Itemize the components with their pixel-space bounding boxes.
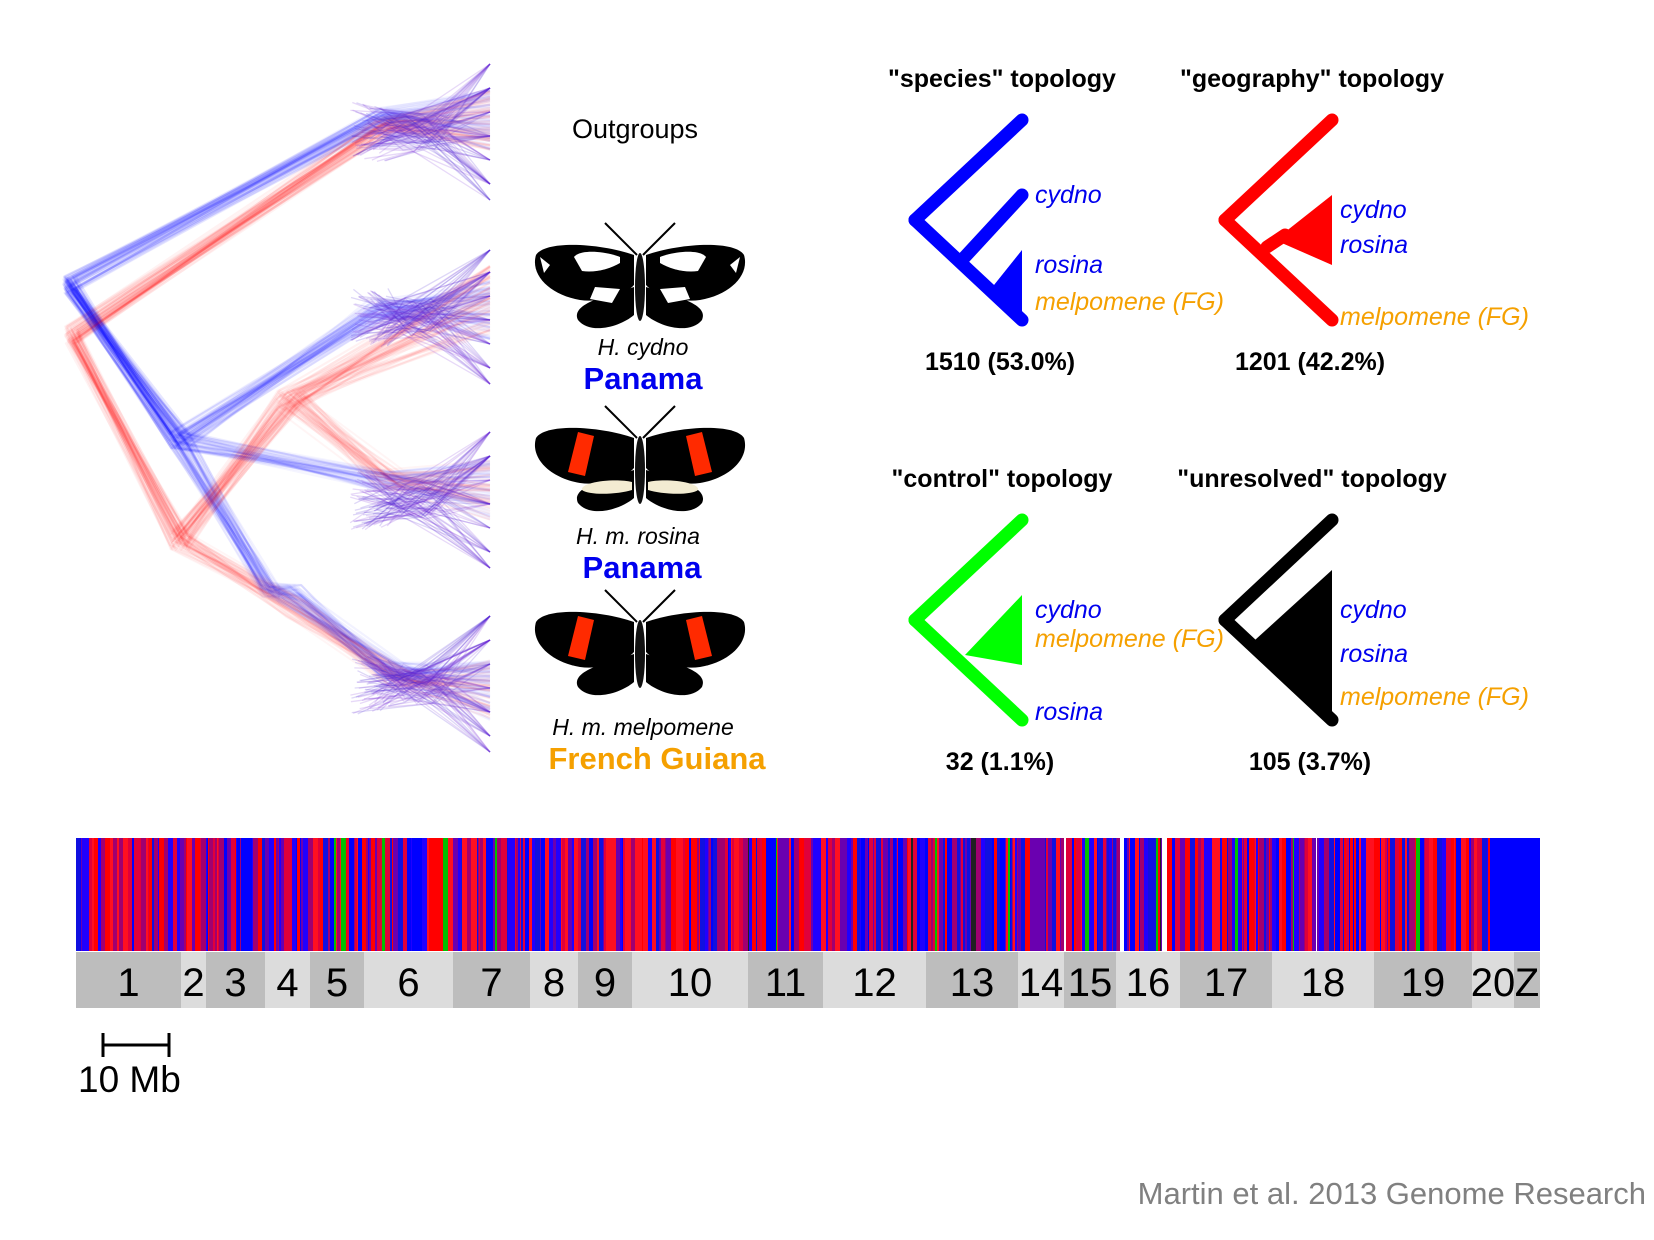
chromosome-label-7: 7 [480, 961, 502, 1005]
chromosome-label-11: 11 [765, 961, 807, 1005]
chromosome-label-14: 14 [1019, 961, 1064, 1005]
tip-label: rosina [1340, 231, 1408, 259]
chromosome-label-13: 13 [950, 961, 995, 1005]
butterfly-melpomene-icon [534, 589, 746, 696]
rosina-name: H. m. rosina [576, 523, 700, 549]
chromosome-label-4: 4 [276, 961, 298, 1005]
chromosome-label-Z: Z [1515, 961, 1539, 1005]
scale-bar: 10 Mb [78, 1033, 181, 1100]
chromosome-label-3: 3 [224, 961, 246, 1005]
tip-label: rosina [1035, 251, 1103, 279]
melpomene-location: French Guiana [548, 741, 766, 776]
tip-label: cydno [1340, 596, 1407, 624]
topology-title: "species" topology [888, 65, 1116, 93]
tip-label: rosina [1340, 640, 1408, 668]
chromosome-label-2: 2 [182, 961, 204, 1005]
topology-count: 1201 (42.2%) [1235, 348, 1385, 376]
topology-count: 1510 (53.0%) [925, 348, 1075, 376]
citation: Martin et al. 2013 Genome Research [1138, 1176, 1646, 1211]
chromosome-label-12: 12 [852, 961, 897, 1005]
topology-count: 32 (1.1%) [946, 748, 1054, 776]
chromosome-label-15: 15 [1068, 961, 1113, 1005]
topology-panels: "species" topology 1510 (53.0%) cydno rosin… [888, 65, 1529, 776]
cydno-name: H. cydno [598, 334, 689, 360]
chromosome-label-strip: 1 2 3 4 5 6 7 8 9 10 11 12 13 14 15 16 17 18 19 20 Z [76, 952, 1540, 1008]
topology-control: "control" topology 32 (1.1%) cydnomelpomen… [892, 465, 1224, 776]
chromosome-label-5: 5 [326, 961, 348, 1005]
scale-bar-label: 10 Mb [78, 1059, 181, 1100]
chromosome-topology-bar [76, 838, 1540, 951]
taxon-panel: Outgroups H. cydno Panama [534, 114, 766, 776]
tip-label: rosina [1035, 698, 1103, 726]
butterfly-rosina-icon [534, 405, 746, 512]
tip-label: cydno [1035, 596, 1102, 624]
chromosome-label-8: 8 [543, 961, 565, 1005]
tip-label: melpomene (FG) [1035, 625, 1224, 653]
chromosome-label-10: 10 [668, 961, 713, 1005]
tip-label: melpomene (FG) [1340, 683, 1529, 711]
rosina-location: Panama [583, 550, 703, 585]
topology-title: "unresolved" topology [1177, 465, 1447, 493]
topology-species: "species" topology 1510 (53.0%) cydno rosin… [888, 65, 1224, 376]
gene-tree-cloud [61, 63, 491, 753]
chromosome-label-9: 9 [594, 961, 616, 1005]
tip-label: melpomene (FG) [1340, 303, 1529, 331]
topology-title: "control" topology [892, 465, 1113, 493]
topology-title: "geography" topology [1180, 65, 1444, 93]
melpomene-name: H. m. melpomene [552, 714, 734, 740]
chromosome-label-17: 17 [1204, 961, 1249, 1005]
tip-label: melpomene (FG) [1035, 288, 1224, 316]
chromosome-label-16: 16 [1126, 961, 1171, 1005]
chromosome-label-6: 6 [397, 961, 419, 1005]
outgroups-label: Outgroups [572, 114, 698, 144]
chromosome-label-19: 19 [1401, 961, 1446, 1005]
butterfly-cydno-icon [534, 222, 746, 329]
topology-geography: "geography" topology 1201 (42.2%) cydno ros… [1180, 65, 1529, 376]
cydno-location: Panama [584, 361, 704, 396]
chromosome-label-20: 20 [1471, 961, 1516, 1005]
topology-unresolved: "unresolved" topology 105 (3.7%) cydno rosi… [1177, 465, 1529, 776]
chromosome-label-1: 1 [117, 961, 139, 1005]
topology-count: 105 (3.7%) [1249, 748, 1371, 776]
chromosome-label-18: 18 [1301, 961, 1346, 1005]
tip-label: cydno [1035, 181, 1102, 209]
tip-label: cydno [1340, 196, 1407, 224]
